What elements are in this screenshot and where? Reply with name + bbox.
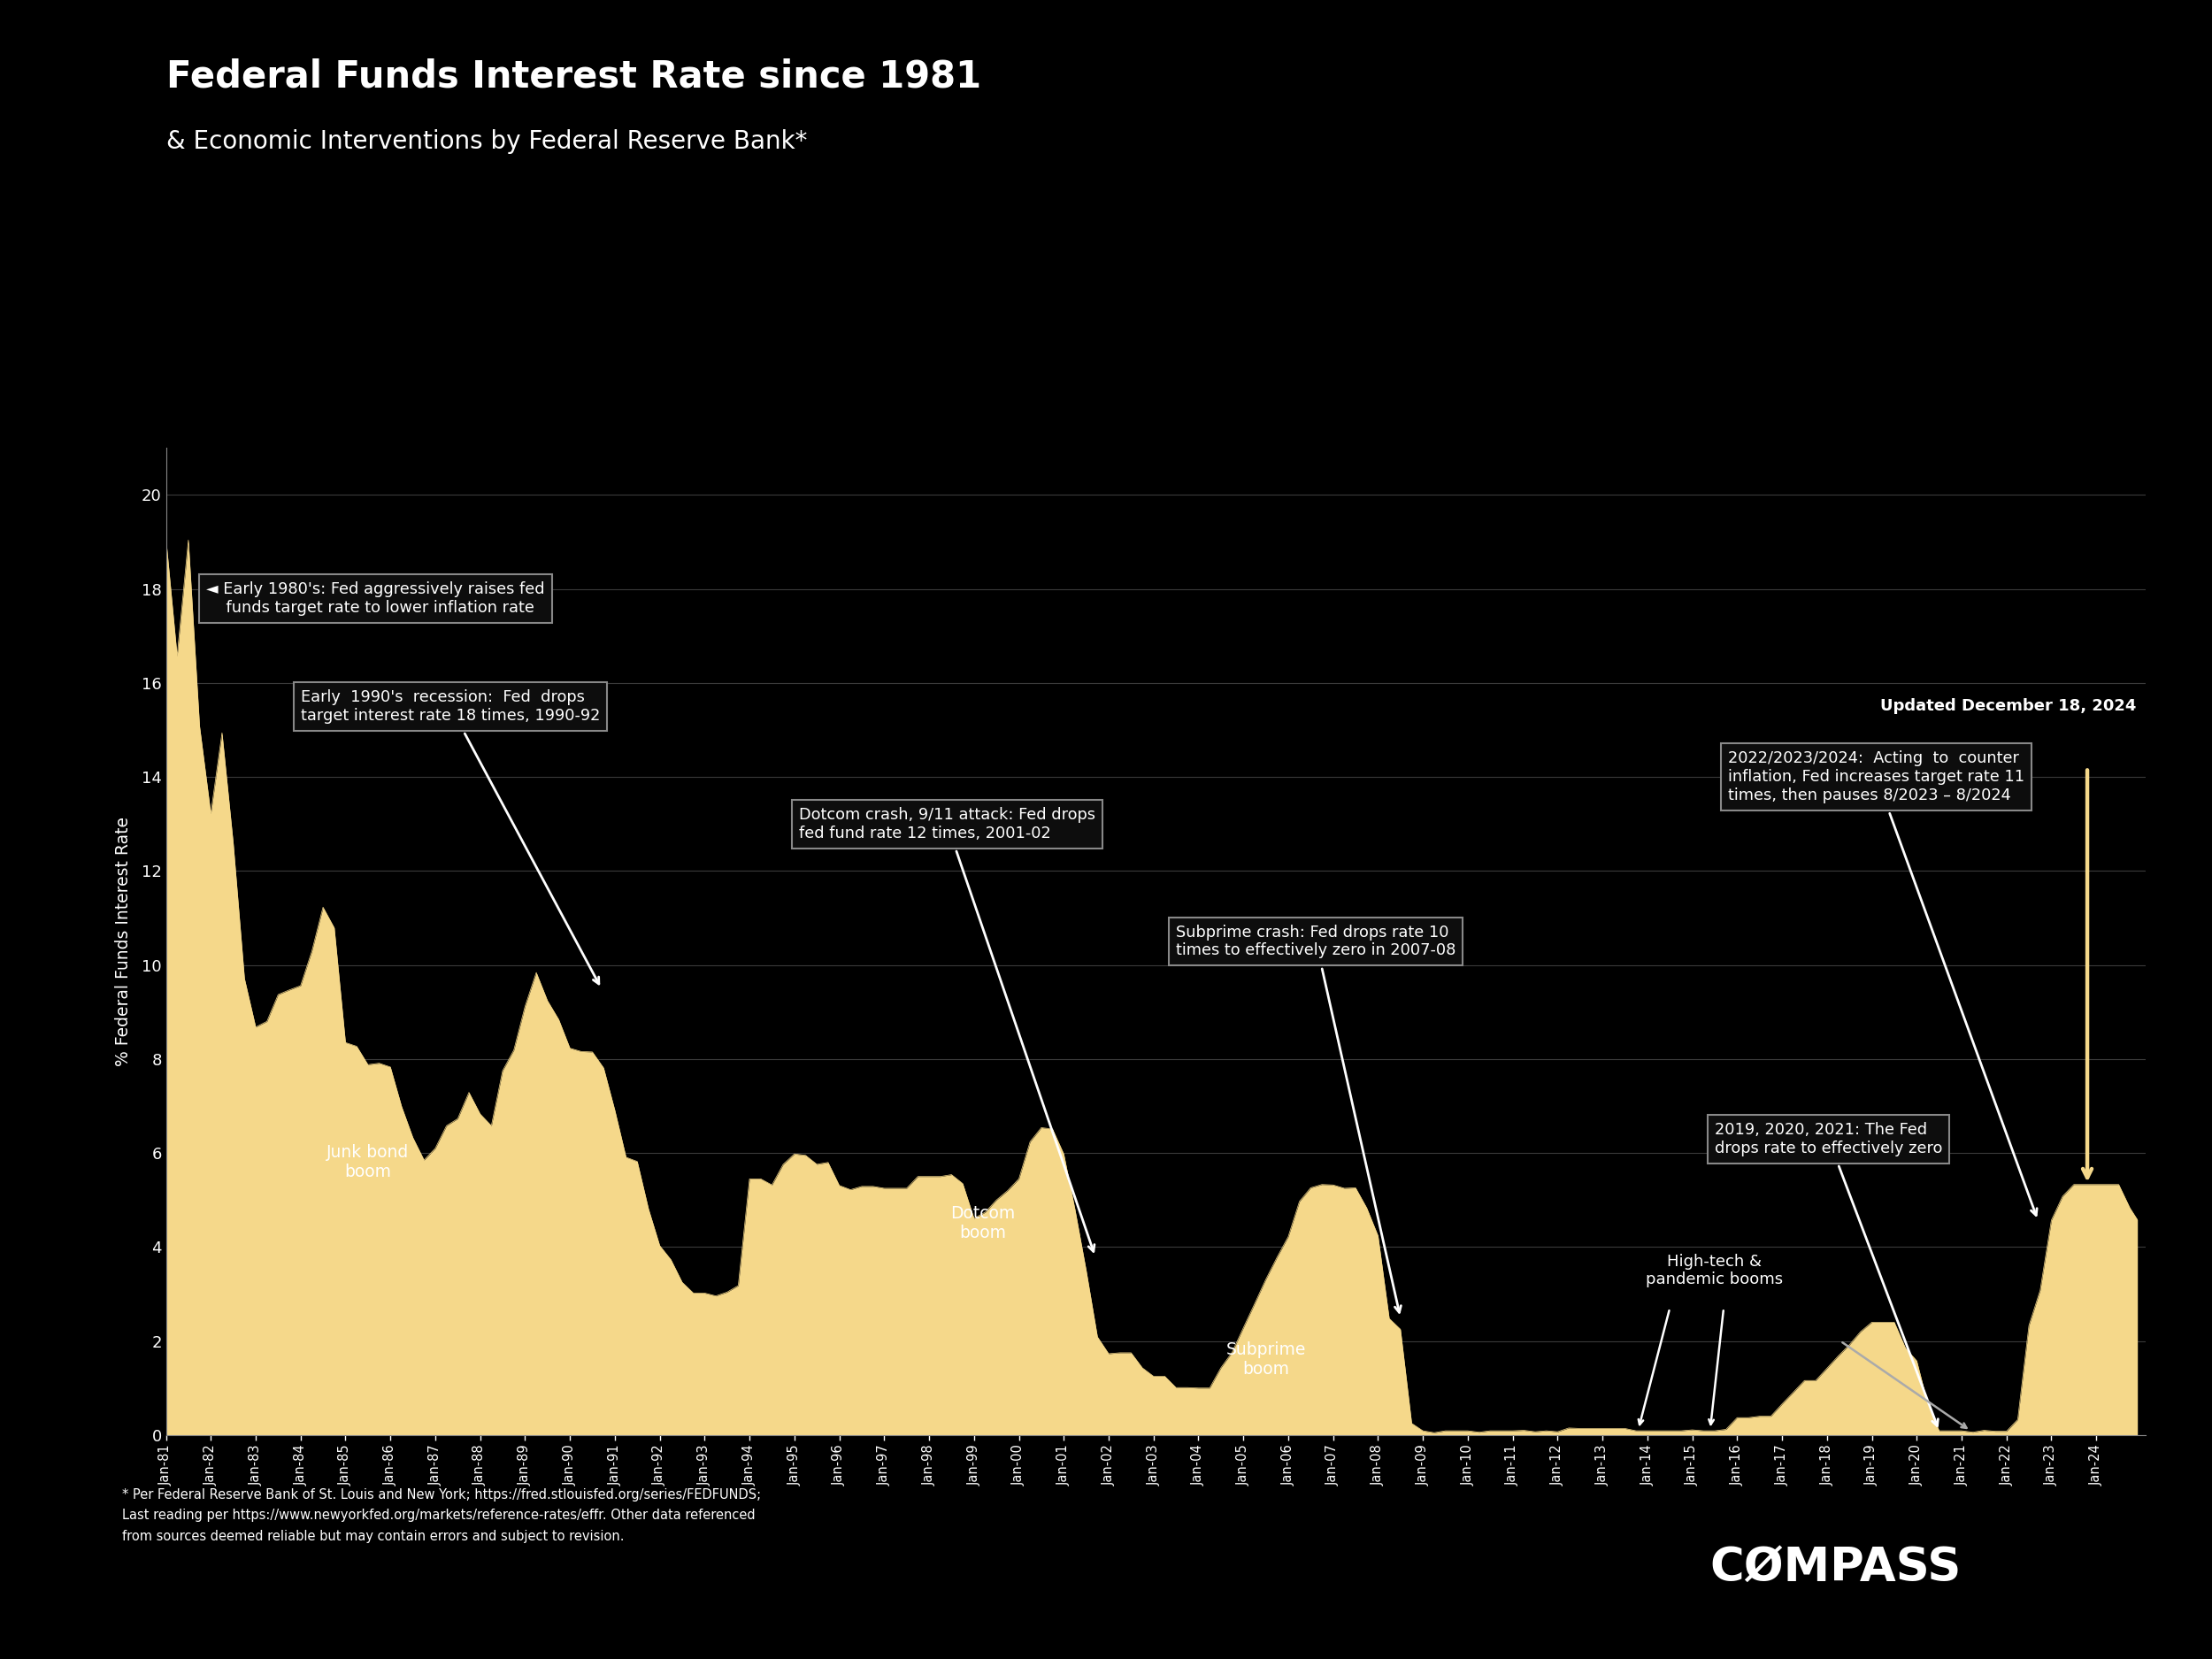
- Text: Federal Funds Interest Rate since 1981: Federal Funds Interest Rate since 1981: [166, 58, 980, 95]
- Text: 2022/2023/2024:  Acting  to  counter
inflation, Fed increases target rate 11
tim: 2022/2023/2024: Acting to counter inflat…: [1728, 750, 2037, 1216]
- Text: Early  1990's  recession:  Fed  drops
target interest rate 18 times, 1990-92: Early 1990's recession: Fed drops target…: [301, 688, 599, 984]
- Text: CØMPASS: CØMPASS: [1710, 1545, 1962, 1591]
- Text: & Economic Interventions by Federal Reserve Bank*: & Economic Interventions by Federal Rese…: [166, 129, 807, 154]
- Text: After 11 increases from March 2022, the Fed kept
their benchmark rate unchanged : After 11 increases from March 2022, the …: [1442, 148, 1931, 292]
- Text: * Per Federal Reserve Bank of St. Louis and New York; https://fred.stlouisfed.or: * Per Federal Reserve Bank of St. Louis …: [122, 1488, 761, 1543]
- Text: Updated December 18, 2024: Updated December 18, 2024: [1880, 698, 2137, 715]
- Text: High-tech &
pandemic booms: High-tech & pandemic booms: [1646, 1253, 1783, 1287]
- Y-axis label: % Federal Funds Interest Rate: % Federal Funds Interest Rate: [115, 816, 131, 1067]
- Text: Dotcom
boom: Dotcom boom: [951, 1206, 1015, 1241]
- Text: ◄ Early 1980's: Fed aggressively raises fed
    funds target rate to lower infla: ◄ Early 1980's: Fed aggressively raises …: [206, 581, 544, 615]
- Text: Subprime
boom: Subprime boom: [1225, 1342, 1305, 1379]
- Text: Subprime crash: Fed drops rate 10
times to effectively zero in 2007-08: Subprime crash: Fed drops rate 10 times …: [1177, 924, 1455, 1312]
- Text: 2019, 2020, 2021: The Fed
drops rate to effectively zero: 2019, 2020, 2021: The Fed drops rate to …: [1714, 1121, 1942, 1427]
- Text: Junk bond
boom: Junk bond boom: [327, 1145, 409, 1181]
- Text: Dotcom crash, 9/11 attack: Fed drops
fed fund rate 12 times, 2001-02: Dotcom crash, 9/11 attack: Fed drops fed…: [799, 806, 1095, 1251]
